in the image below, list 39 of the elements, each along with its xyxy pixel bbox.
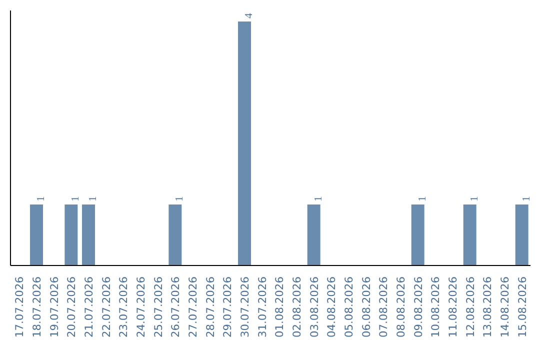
data-label: 1 [469,196,480,202]
x-tick-label: 25.07.2026 [152,276,165,338]
x-tick-label: 23.07.2026 [117,276,130,338]
x-tick-label: 11.08.2026 [446,276,460,338]
data-label: 1 [313,196,324,202]
x-tick-label: 03.08.2026 [308,276,321,338]
x-tick-label: 13.08.2026 [481,276,494,338]
x-tick-label: 30.07.2026 [238,276,252,338]
x-tick-label: 18.07.2026 [30,276,44,338]
x-tick-label: 17.07.2026 [13,276,26,338]
x-tick-label: 09.08.2026 [412,276,425,338]
x-tick-label: 08.08.2026 [394,276,408,338]
x-tick-label: 26.07.2026 [169,276,182,338]
x-tick-label: 10.08.2026 [429,276,442,338]
x-tick-label: 04.08.2026 [325,276,338,338]
x-tick-label: 12.08.2026 [464,276,477,338]
x-tick-label: 06.08.2026 [360,276,373,338]
x-tick-label: 05.08.2026 [342,276,356,338]
data-label: 1 [70,196,82,202]
x-tick-label: 27.07.2026 [186,276,200,338]
x-tick-label: 21.07.2026 [82,276,96,338]
x-tick-label: 02.08.2026 [290,276,304,338]
x-tick-label: 14.08.2026 [498,276,512,338]
data-label: 1 [36,196,47,202]
data-label: 1 [174,196,186,202]
x-tick-label: 01.08.2026 [273,276,286,338]
data-label: 1 [521,196,532,202]
data-label: 1 [88,196,99,202]
x-tick-label: 28.07.2026 [204,276,217,338]
x-tick-label: 29.07.2026 [221,276,234,338]
x-tick-label: 22.07.2026 [100,276,113,338]
data-label: 4 [244,12,255,18]
x-tick-label: 24.07.2026 [134,276,148,338]
x-tick-label: 07.08.2026 [377,276,390,338]
x-tick-label: 19.07.2026 [48,276,61,338]
x-tick-label: 20.07.2026 [65,276,78,338]
x-tick-label: 31.07.2026 [256,276,269,338]
x-tick-label: 15.08.2026 [516,276,529,338]
data-label: 1 [417,196,428,202]
